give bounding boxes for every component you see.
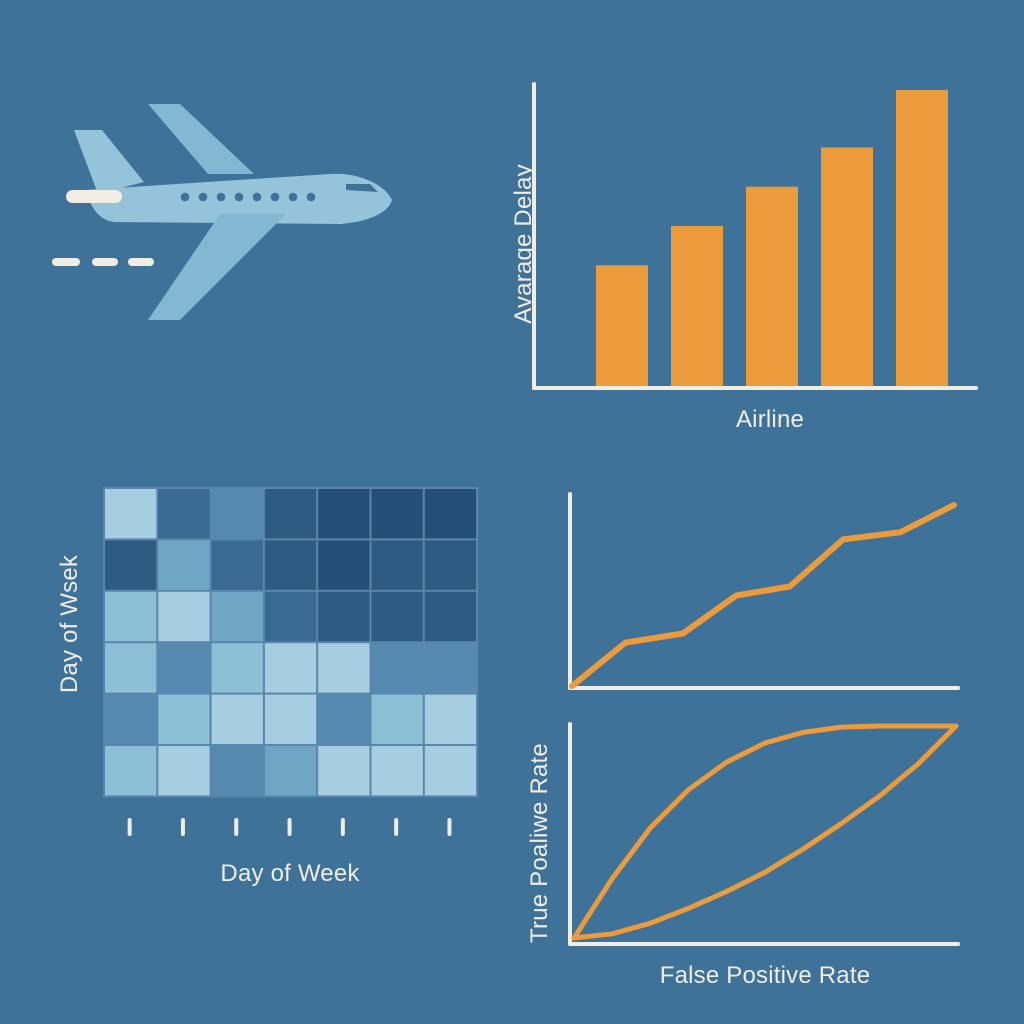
heatmap-cell (211, 540, 263, 590)
heatmap-cell (105, 643, 157, 693)
bar-chart-xlabel: Airline (735, 406, 805, 433)
heatmap-cell (424, 643, 477, 693)
airplane-upper-wing (148, 104, 254, 174)
heatmap-x-tick (287, 818, 292, 836)
roc-lower-curve (571, 723, 959, 941)
heatmap-x-tick (234, 818, 239, 836)
heatmap-cell (158, 591, 210, 642)
airplane-stripe (66, 190, 122, 203)
heatmap-x-tick (447, 818, 452, 836)
roc-upper-curve (571, 723, 959, 941)
heatmap-cell (318, 591, 370, 642)
heatmap-cell (158, 540, 210, 590)
heatmap-cell (424, 591, 477, 642)
heatmap-cell (371, 643, 423, 693)
heatmap-cell (158, 489, 210, 539)
heatmap-cell (105, 489, 157, 539)
heatmap-cell (158, 643, 210, 693)
heatmap-cell (371, 694, 423, 744)
heatmap-cell (318, 694, 370, 744)
heatmap-cell (211, 746, 263, 796)
heatmap-grid-bg (103, 487, 479, 798)
heatmap-cell (371, 746, 423, 796)
heatmap-cell (318, 746, 370, 796)
roc-chart-xlabel: False Positive Rate (659, 962, 871, 989)
bar (671, 225, 723, 386)
airplane-icon (52, 104, 392, 320)
heatmap-x-tick (340, 818, 345, 836)
heatmap-cell (211, 591, 263, 642)
line-chart (540, 480, 980, 710)
heatmap-cell (424, 540, 477, 590)
bar (596, 265, 648, 386)
bar-chart-plot (532, 82, 978, 390)
roc-chart-ylabel: True Poaliwe Rate (526, 743, 553, 943)
bar-chart: Avarage Delay Airline (480, 60, 1000, 460)
heatmap-cell (424, 746, 477, 796)
heatmap-cell (371, 489, 423, 539)
heatmap-cell (211, 489, 263, 539)
heatmap-cell (371, 591, 423, 642)
heatmap-cell (318, 489, 370, 539)
heatmap-cell (264, 643, 317, 693)
roc-chart: True Poaliwe Rate False Positive Rate (500, 712, 1000, 1012)
heatmap-xlabel: Day of Week (220, 860, 360, 887)
heatmap-cell (264, 591, 317, 642)
heatmap-cell (158, 746, 210, 796)
line-series (569, 502, 957, 689)
roc-chart-plot (568, 722, 960, 946)
heatmap-cell (158, 694, 210, 744)
heatmap-x-tick (127, 818, 132, 836)
airplane-tail-fin (74, 130, 144, 194)
heatmap-x-tick (394, 818, 399, 836)
heatmap-x-tick (180, 818, 185, 836)
bar (746, 186, 798, 386)
heatmap-cell (371, 540, 423, 590)
heatmap-cell (318, 643, 370, 693)
heatmap-cell (264, 746, 317, 796)
line-chart-plot (568, 492, 960, 690)
heatmap-cell (264, 540, 317, 590)
heatmap-cell (264, 694, 317, 744)
heatmap-ylabel: Day of Wsek (56, 554, 83, 694)
heatmap-cell (424, 489, 477, 539)
heatmap-cell (211, 643, 263, 693)
bar (821, 147, 873, 386)
airplane-lower-wing (148, 214, 286, 320)
airplane-illustration (40, 90, 420, 340)
heatmap-cell (105, 694, 157, 744)
airplane-cockpit (346, 184, 378, 192)
heatmap-cell (105, 591, 157, 642)
motion-dashes (52, 258, 154, 266)
heatmap-cell (105, 746, 157, 796)
heatmap-chart: Day of Wsek Day of Week (40, 470, 500, 900)
bar-chart-ylabel: Avarage Delay (510, 164, 537, 324)
heatmap-plot (103, 487, 479, 836)
heatmap-cell (424, 694, 477, 744)
heatmap-cell (105, 540, 157, 590)
heatmap-cell (264, 489, 317, 539)
airplane-windows (180, 192, 316, 202)
heatmap-cell (318, 540, 370, 590)
bar (896, 90, 948, 386)
heatmap-cell (211, 694, 263, 744)
